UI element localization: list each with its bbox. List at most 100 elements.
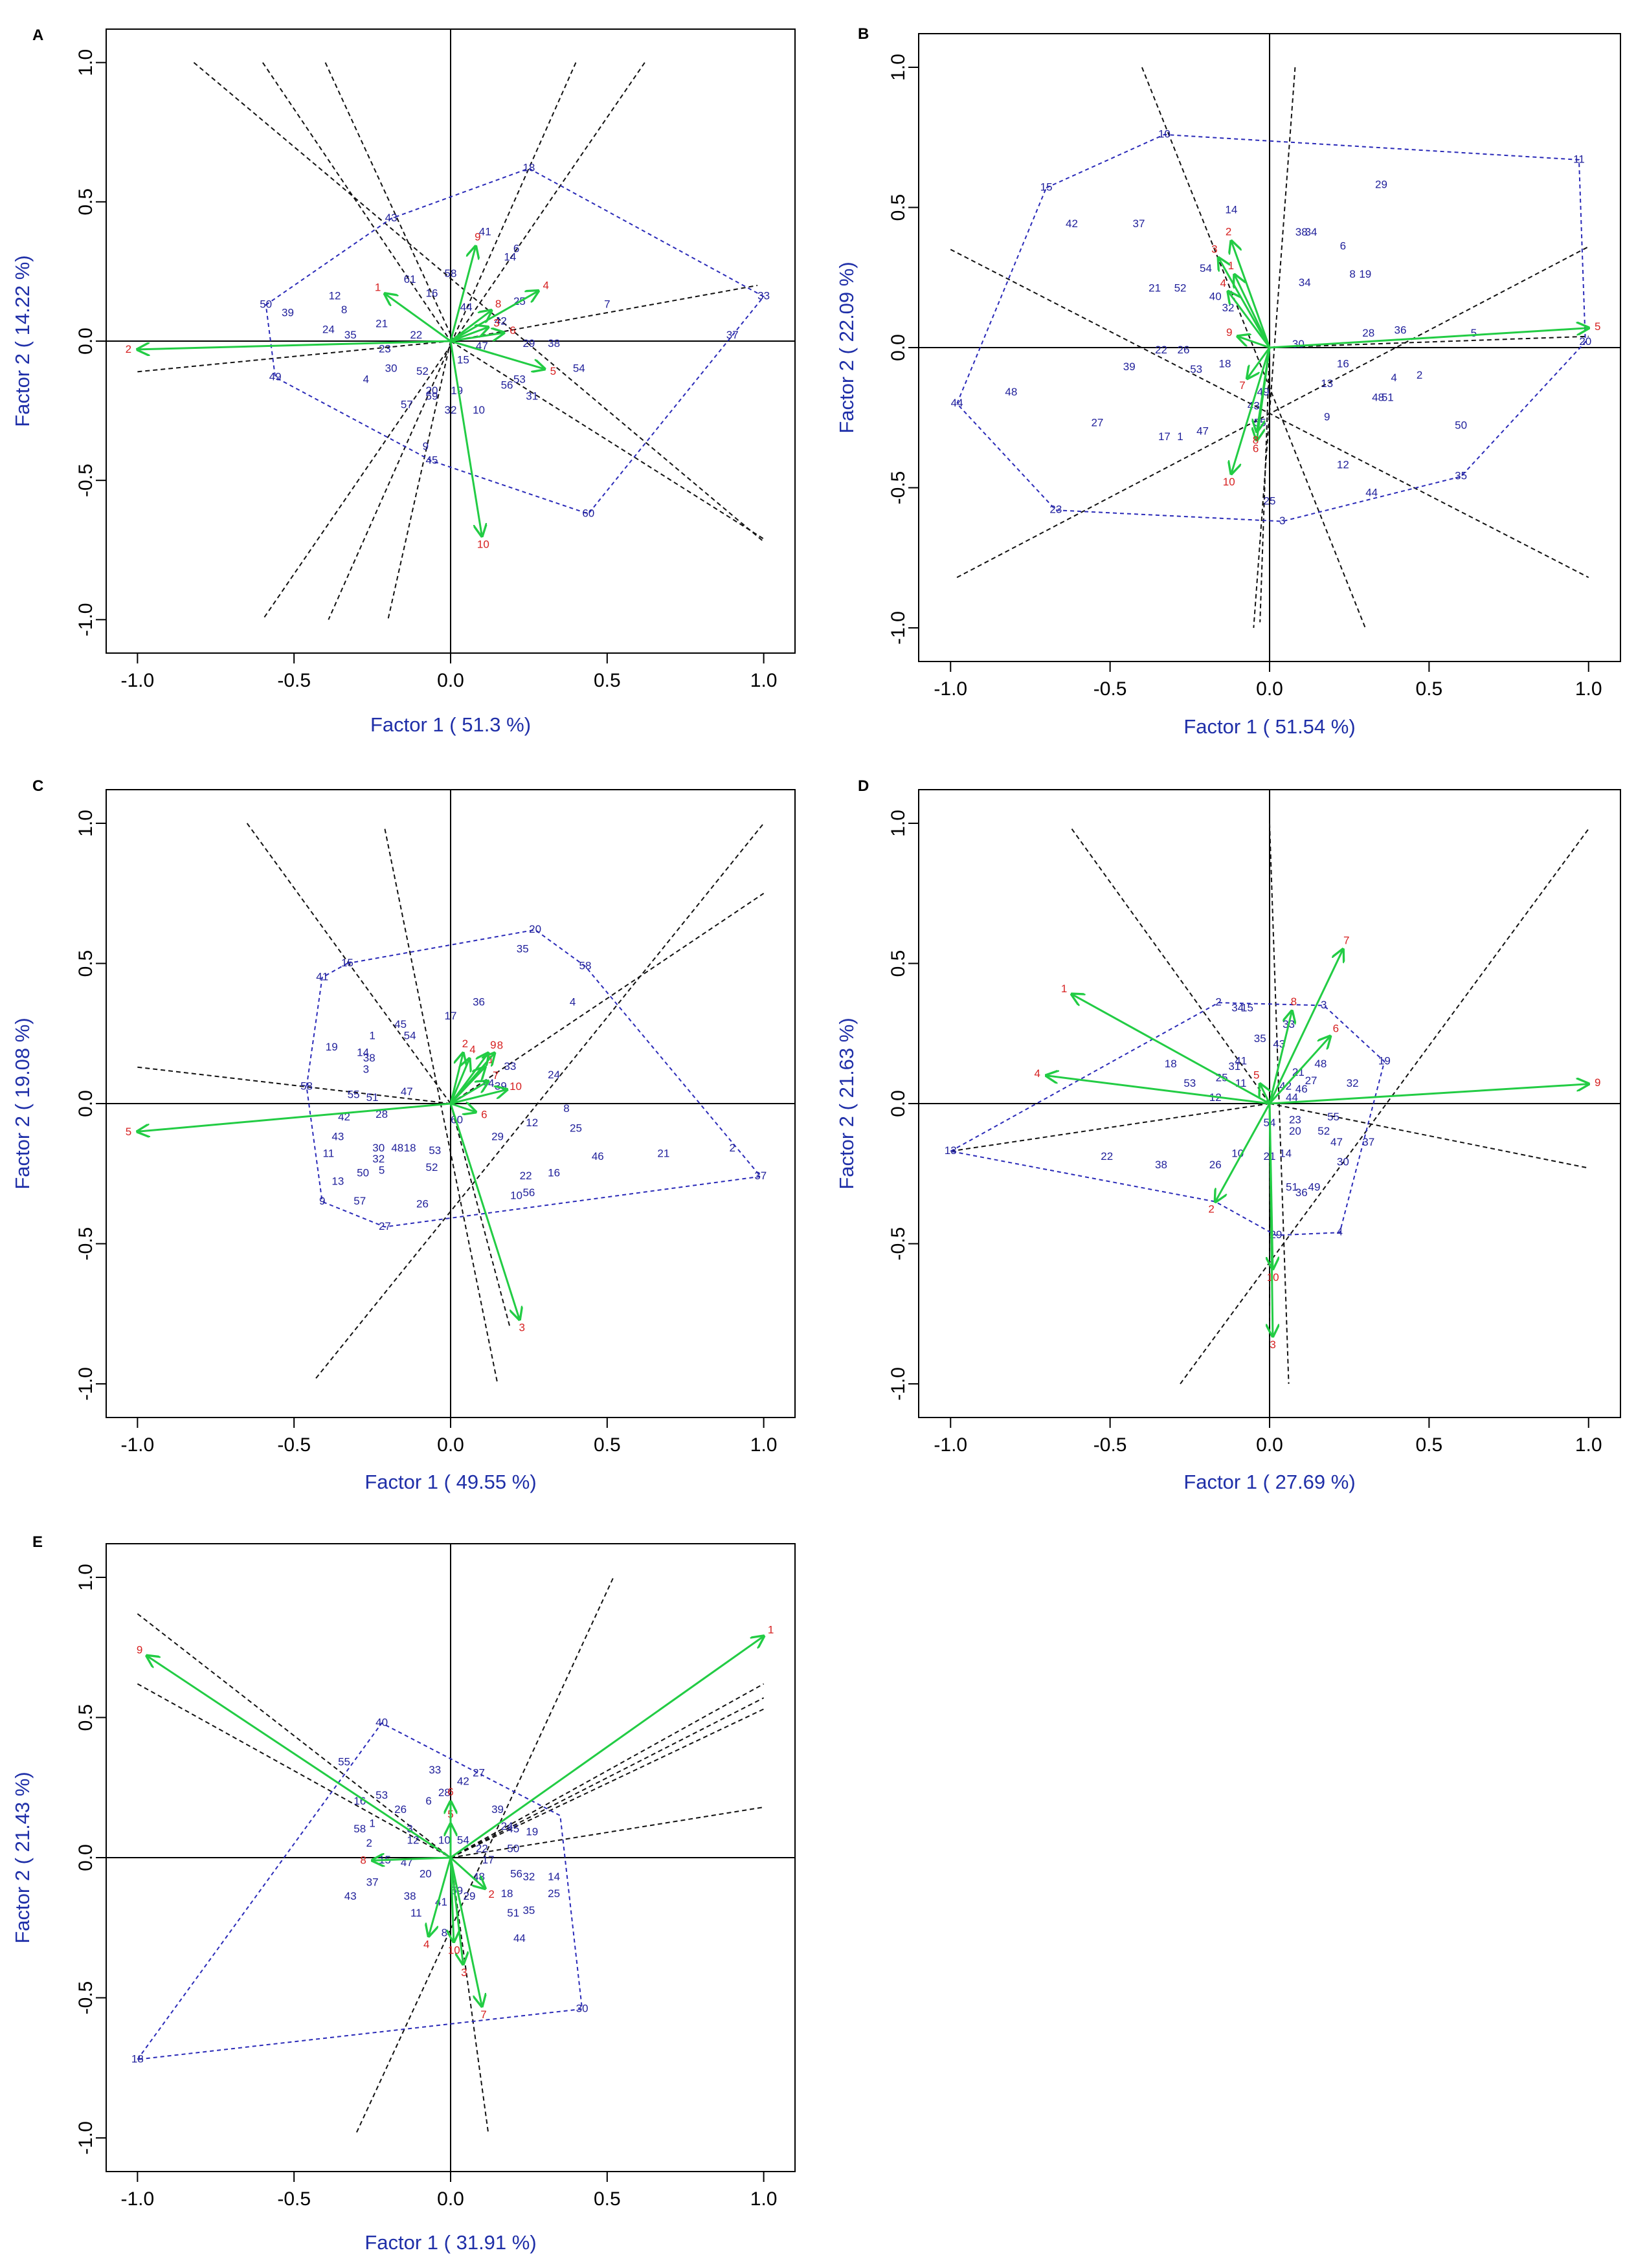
observation-label: 42	[495, 315, 507, 327]
variable-vector	[450, 333, 504, 342]
observation-label: 45	[507, 1823, 519, 1835]
observation-label: 16	[548, 1167, 560, 1179]
observation-label: 21	[1149, 282, 1161, 295]
variable-label: 9	[1595, 1076, 1600, 1089]
x-tick-label: -1.0	[934, 678, 967, 700]
observation-label: 22	[1155, 344, 1167, 356]
dashed-line	[450, 1708, 765, 1858]
observation-label: 48	[391, 1142, 403, 1154]
variable-label: 7	[480, 2008, 486, 2021]
y-tick-label: -0.5	[75, 1227, 96, 1261]
observation-label: 9	[423, 440, 429, 452]
x-tick-label: -1.0	[121, 2188, 155, 2210]
observation-label: 33	[504, 1060, 516, 1073]
x-tick-label: 0.0	[437, 670, 464, 691]
y-tick-label: -0.5	[75, 463, 96, 497]
observation-label: 54	[1200, 262, 1212, 274]
observation-label: 13	[945, 1144, 957, 1157]
observation-label: 13	[1321, 377, 1333, 390]
observation-label: 18	[1165, 1058, 1177, 1070]
hull-polygon	[306, 929, 762, 1228]
x-tick-label: 1.0	[1575, 1434, 1602, 1456]
observation-label: 50	[507, 1842, 519, 1854]
observation-label: 15	[341, 957, 353, 969]
observation-label: 3	[1321, 999, 1327, 1011]
observation-label: 47	[1196, 425, 1209, 437]
observation-label: 41	[1235, 1055, 1247, 1067]
observation-label: 60	[582, 507, 594, 519]
observation-label: 6	[513, 242, 519, 254]
variable-label: 6	[1253, 442, 1259, 454]
x-tick-label: 0.0	[437, 1434, 464, 1456]
observation-label: 13	[331, 1175, 344, 1188]
variable-label: 8	[495, 298, 501, 310]
panel-letter: A	[32, 27, 43, 44]
y-tick-label: 0.0	[75, 1090, 96, 1117]
observation-label: 52	[426, 1161, 438, 1173]
variable-label: 8	[497, 1039, 503, 1051]
variable-vector	[450, 311, 491, 342]
observation-label: 37	[366, 1876, 379, 1888]
observation-label: 61	[404, 273, 416, 285]
observation-label: 47	[401, 1085, 413, 1098]
observation-label: 18	[1219, 357, 1231, 370]
observation-label: 23	[1289, 1113, 1301, 1126]
variable-vector	[137, 1102, 451, 1131]
observation-label: 38	[363, 1052, 375, 1064]
y-tick-label: 1.0	[888, 810, 909, 837]
observation-label: 32	[372, 1153, 385, 1165]
observation-label: 45	[394, 1018, 407, 1030]
observation-label: 24	[548, 1069, 560, 1081]
hull-polygon	[136, 1722, 583, 2061]
x-tick-label: -0.5	[277, 670, 311, 691]
variable-vector	[147, 1656, 451, 1859]
observation-label: 10	[510, 1189, 522, 1201]
observation-label: 28	[438, 1786, 451, 1799]
observation-label: 15	[1241, 1001, 1253, 1014]
y-tick-label: -0.5	[888, 1227, 909, 1261]
observation-label: 30	[1292, 338, 1305, 350]
observation-label: 19	[1378, 1055, 1391, 1067]
dashed-line	[193, 61, 765, 542]
panel-D: D -1.0 -1.0 -0.5 -0.5 0.0 0.0 0.5 0.5 1.0 1.0 Facto…	[835, 777, 1621, 1493]
observation-label: 37	[1362, 1136, 1374, 1148]
observation-label: 30	[576, 2002, 588, 2014]
observation-label: 31	[1228, 1060, 1240, 1073]
variable-label: 5	[550, 365, 556, 377]
variable-vector	[449, 340, 482, 536]
observation-label: 16	[1337, 357, 1349, 370]
observation-label: 10	[473, 404, 485, 416]
dashed-line	[450, 340, 765, 540]
variable-label: 2	[462, 1038, 468, 1050]
x-tick-label: -1.0	[934, 1434, 967, 1456]
observation-label: 36	[473, 996, 485, 1008]
observation-label: 39	[491, 1803, 504, 1816]
observation-label: 44	[460, 301, 473, 313]
variable-vector	[1072, 994, 1270, 1105]
variable-label: 10	[477, 539, 489, 551]
observation-label: 26	[416, 1197, 429, 1210]
observation-label: 26	[394, 1803, 407, 1816]
y-tick-label: 0.0	[75, 1844, 96, 1871]
observation-label: 42	[1066, 217, 1078, 230]
observation-label: 34	[1305, 226, 1317, 238]
x-axis-title: Factor 1 ( 51.3 %)	[370, 713, 531, 736]
variable-vector	[137, 340, 451, 350]
variable-vector	[1228, 291, 1271, 348]
observation-label: 3	[407, 1823, 412, 1835]
observation-label: 14	[357, 1047, 369, 1059]
observation-label: 50	[260, 298, 272, 311]
variable-label: 3	[1211, 243, 1217, 255]
panel-C: C -1.0 -1.0 -0.5 -0.5 0.0 0.0 0.5 0.5 1.0 1.0 Facto…	[11, 777, 796, 1493]
variable-label: 5	[126, 1126, 131, 1138]
observation-label: 47	[1330, 1136, 1343, 1148]
y-tick-label: -1.0	[888, 611, 909, 645]
observation-label: 14	[1225, 203, 1237, 216]
observation-label: 18	[131, 2052, 144, 2065]
variable-label: 6	[481, 1108, 487, 1120]
observation-label: 37	[726, 329, 739, 341]
variable-vector	[449, 247, 476, 342]
panel-B: B -1.0 -1.0 -0.5 -0.5 0.0 0.0 0.5 0.5 1.0 1.0 Facto…	[835, 25, 1621, 738]
y-tick-label: 0.5	[75, 950, 96, 977]
dashed-line	[137, 1683, 451, 1858]
